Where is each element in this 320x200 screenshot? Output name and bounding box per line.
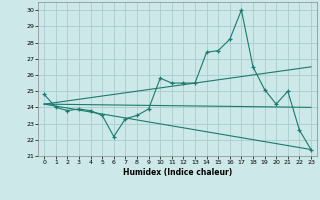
- X-axis label: Humidex (Indice chaleur): Humidex (Indice chaleur): [123, 168, 232, 177]
